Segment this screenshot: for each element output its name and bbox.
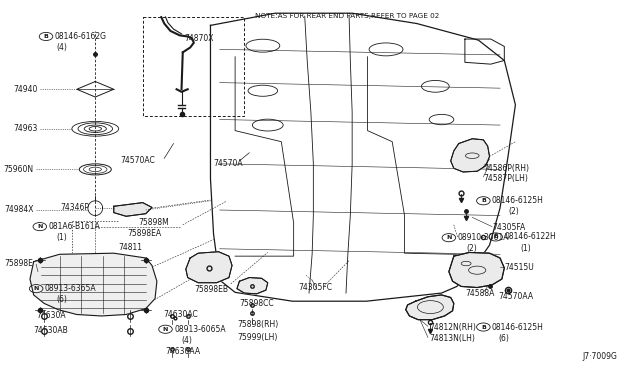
Polygon shape xyxy=(451,139,490,172)
Text: N: N xyxy=(163,327,168,332)
Polygon shape xyxy=(406,295,454,320)
Text: (6): (6) xyxy=(498,334,509,343)
Text: 74984X: 74984X xyxy=(4,205,34,215)
Text: 74870X: 74870X xyxy=(184,34,214,43)
Text: 74570A: 74570A xyxy=(214,158,243,168)
Polygon shape xyxy=(186,252,232,283)
Polygon shape xyxy=(449,253,504,288)
Text: 08146-6125H: 08146-6125H xyxy=(492,323,544,331)
Text: 75898(RH): 75898(RH) xyxy=(237,320,278,329)
Text: 74630AA: 74630AA xyxy=(166,347,200,356)
Text: 74812N(RH): 74812N(RH) xyxy=(429,323,476,331)
Text: (4): (4) xyxy=(182,336,193,345)
Text: 75898M: 75898M xyxy=(138,218,169,227)
Text: (2): (2) xyxy=(508,206,519,216)
Text: B: B xyxy=(481,198,486,203)
Text: 081A6-B161A: 081A6-B161A xyxy=(49,222,100,231)
Text: 74586P(RH): 74586P(RH) xyxy=(483,164,529,173)
Text: 75999(LH): 75999(LH) xyxy=(237,333,277,342)
Text: 74346P: 74346P xyxy=(61,203,90,212)
Polygon shape xyxy=(114,203,152,216)
Text: 74570AC: 74570AC xyxy=(120,155,155,165)
Text: N: N xyxy=(33,286,39,291)
Text: 75898CC: 75898CC xyxy=(239,299,274,308)
Text: 74305FA: 74305FA xyxy=(492,223,525,232)
Text: 08146-6122H: 08146-6122H xyxy=(504,232,556,241)
Text: 74587P(LH): 74587P(LH) xyxy=(483,174,528,183)
Polygon shape xyxy=(237,278,268,294)
Text: 75960N: 75960N xyxy=(4,165,34,174)
Text: N: N xyxy=(446,235,452,240)
Text: 75898EB: 75898EB xyxy=(194,285,228,294)
Text: (4): (4) xyxy=(56,43,67,52)
Text: 08146-6162G: 08146-6162G xyxy=(54,32,107,41)
Text: J7·7009G: J7·7009G xyxy=(582,352,617,361)
Text: (1): (1) xyxy=(56,233,67,242)
Text: NOTE:AS FOR REAR END PARTS,REFER TO PAGE 02: NOTE:AS FOR REAR END PARTS,REFER TO PAGE… xyxy=(255,13,440,19)
Text: 08913-6065A: 08913-6065A xyxy=(174,325,226,334)
Text: B: B xyxy=(493,234,498,240)
Text: (6): (6) xyxy=(56,295,67,304)
Text: 08913-6365A: 08913-6365A xyxy=(45,284,97,293)
Text: 74570AA: 74570AA xyxy=(498,292,533,301)
Text: 74305FC: 74305FC xyxy=(299,283,333,292)
Text: 08910-3061A: 08910-3061A xyxy=(458,233,509,242)
Text: 74515U: 74515U xyxy=(504,263,534,272)
Polygon shape xyxy=(30,253,157,316)
Text: 74811: 74811 xyxy=(118,243,142,252)
Text: 08146-6125H: 08146-6125H xyxy=(492,196,544,205)
Text: N: N xyxy=(37,224,42,229)
Text: 74963: 74963 xyxy=(13,124,38,133)
Text: 74588A: 74588A xyxy=(465,289,494,298)
Text: 75898EA: 75898EA xyxy=(127,230,161,238)
Text: B: B xyxy=(481,324,486,330)
Text: 74813N(LH): 74813N(LH) xyxy=(429,334,475,343)
Text: 75898E: 75898E xyxy=(4,259,34,268)
Text: 74940: 74940 xyxy=(13,85,38,94)
Text: B: B xyxy=(44,34,49,39)
Text: (2): (2) xyxy=(466,244,477,253)
Text: 74630AB: 74630AB xyxy=(34,326,68,335)
Text: (1): (1) xyxy=(520,244,531,253)
Text: 74630A: 74630A xyxy=(36,311,66,320)
Text: 74630AC: 74630AC xyxy=(163,310,198,319)
